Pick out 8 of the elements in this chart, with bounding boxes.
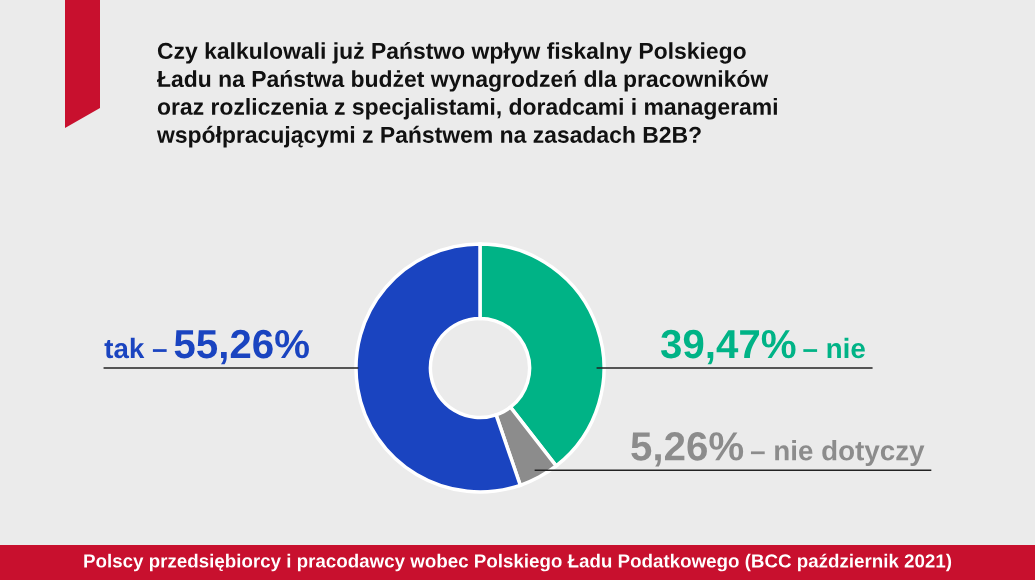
slice-label: – nie <box>803 337 865 359</box>
slice-label: tak – <box>104 337 167 359</box>
data-label: 5,26% <box>631 432 744 467</box>
data-label: 39,47% <box>660 329 796 365</box>
chart-title: Czy kalkulowali już Państwo wpływ fiskalny Polskiego Ładu na Państwa budżet wynagrodzeń dla pracowników oraz rozliczenia z specjalistami, doradcami i managerami współpracującymi z Państwem na zasadach B2B? <box>156 42 777 148</box>
text: Polscy przedsiębiorcy i pracodawcy wobec Polskiego Ładu Podatkowego (BCC październik 2021) <box>84 553 952 572</box>
slice-label: – nie dotyczy <box>750 440 925 466</box>
data-label: 55,26% <box>174 329 309 365</box>
